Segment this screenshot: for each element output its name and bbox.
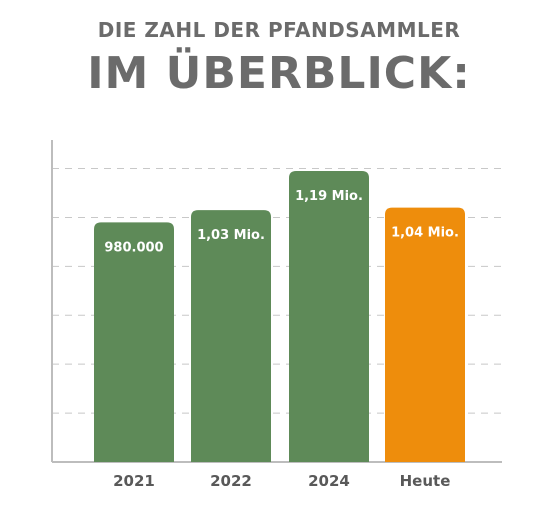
- bar-2021: [94, 222, 174, 462]
- x-tick-label: 2021: [113, 472, 155, 490]
- chart-title: IM ÜBERBLICK:: [87, 48, 471, 99]
- bar-2024: [289, 171, 369, 462]
- x-tick-label: Heute: [400, 472, 451, 490]
- value-label: 980.000: [104, 240, 163, 255]
- value-label: 1,19 Mio.: [295, 189, 363, 204]
- chart-subtitle: DIE ZAHL DER PFANDSAMMLER: [97, 18, 461, 42]
- value-label: 1,03 Mio.: [197, 228, 265, 243]
- bar-2022: [191, 210, 271, 462]
- x-tick-label: 2022: [210, 472, 252, 490]
- bar-heute: [385, 207, 465, 462]
- value-label: 1,04 Mio.: [391, 226, 459, 241]
- x-tick-label: 2024: [308, 472, 350, 490]
